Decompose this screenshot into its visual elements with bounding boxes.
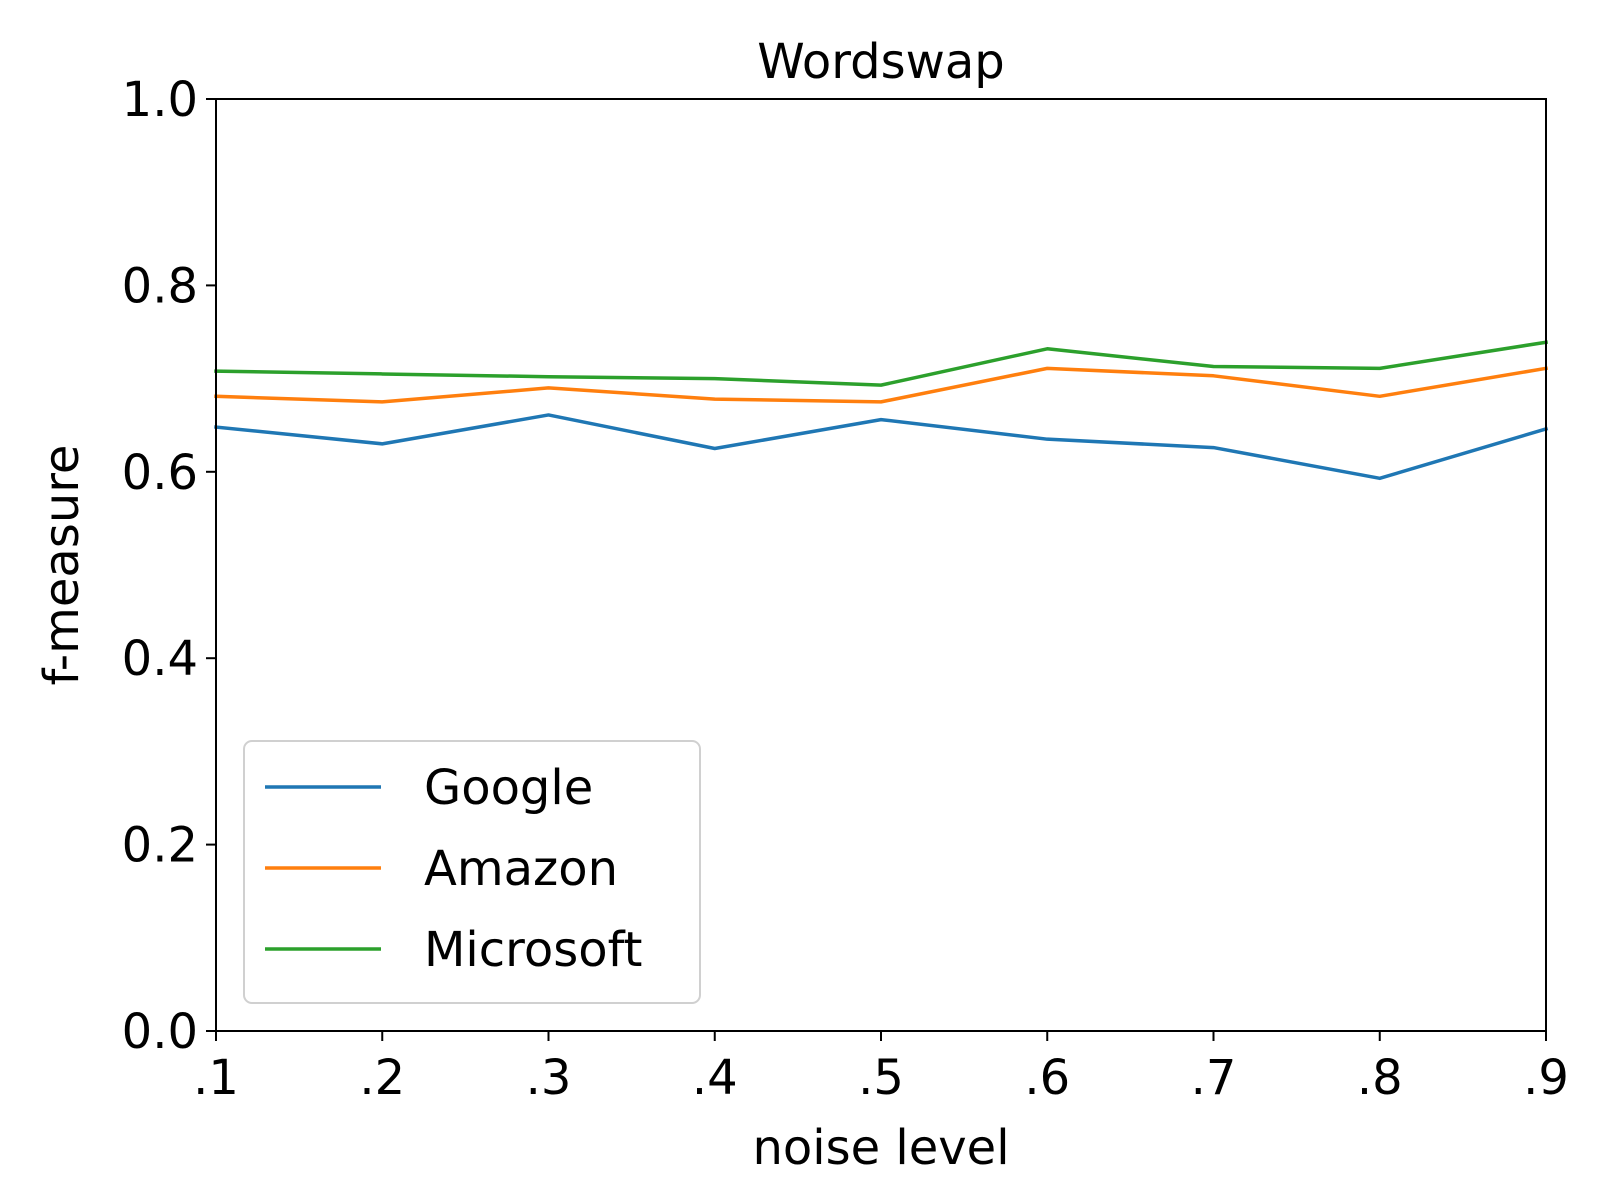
legend-items: Google Amazon Microsoft [265, 760, 642, 978]
x-axis-label: noise level [752, 1120, 1009, 1176]
chart-title: Wordswap [757, 34, 1005, 90]
y-axis: 0.0 0.2 0.4 0.6 0.8 1.0 [122, 72, 216, 1060]
x-tick-label: .4 [692, 1050, 738, 1106]
series-line-microsoft [214, 340, 1549, 387]
legend-label-microsoft: Microsoft [424, 922, 642, 978]
y-tick-label: 0.8 [122, 258, 198, 314]
legend-label-google: Google [424, 760, 593, 816]
legend-box [243, 740, 701, 1004]
series-layer [214, 340, 1549, 481]
x-axis: .1 .2 .3 .4 .5 .6 .7 .8 .9 [193, 1031, 1569, 1106]
x-tick-label: .1 [193, 1050, 239, 1106]
y-tick-label: 0.6 [122, 445, 198, 501]
x-tick-label: .2 [359, 1050, 405, 1106]
y-tick-label: 0.2 [122, 818, 198, 874]
legend-label-amazon: Amazon [424, 841, 618, 897]
y-axis-label: f-measure [34, 445, 90, 686]
y-tick-label: 0.4 [122, 631, 198, 687]
legend: Google Amazon Microsoft [243, 740, 701, 1004]
x-tick-label: .3 [526, 1050, 572, 1106]
x-tick-label: .5 [858, 1050, 904, 1106]
x-tick-label: .9 [1523, 1050, 1569, 1106]
y-tick-label: 1.0 [122, 72, 198, 128]
series-line-google [214, 413, 1549, 481]
x-tick-label: .6 [1024, 1050, 1070, 1106]
x-tick-label: .8 [1357, 1050, 1403, 1106]
series-line-amazon [214, 366, 1549, 404]
y-tick-label: 0.0 [122, 1004, 198, 1060]
x-tick-label: .7 [1191, 1050, 1237, 1106]
